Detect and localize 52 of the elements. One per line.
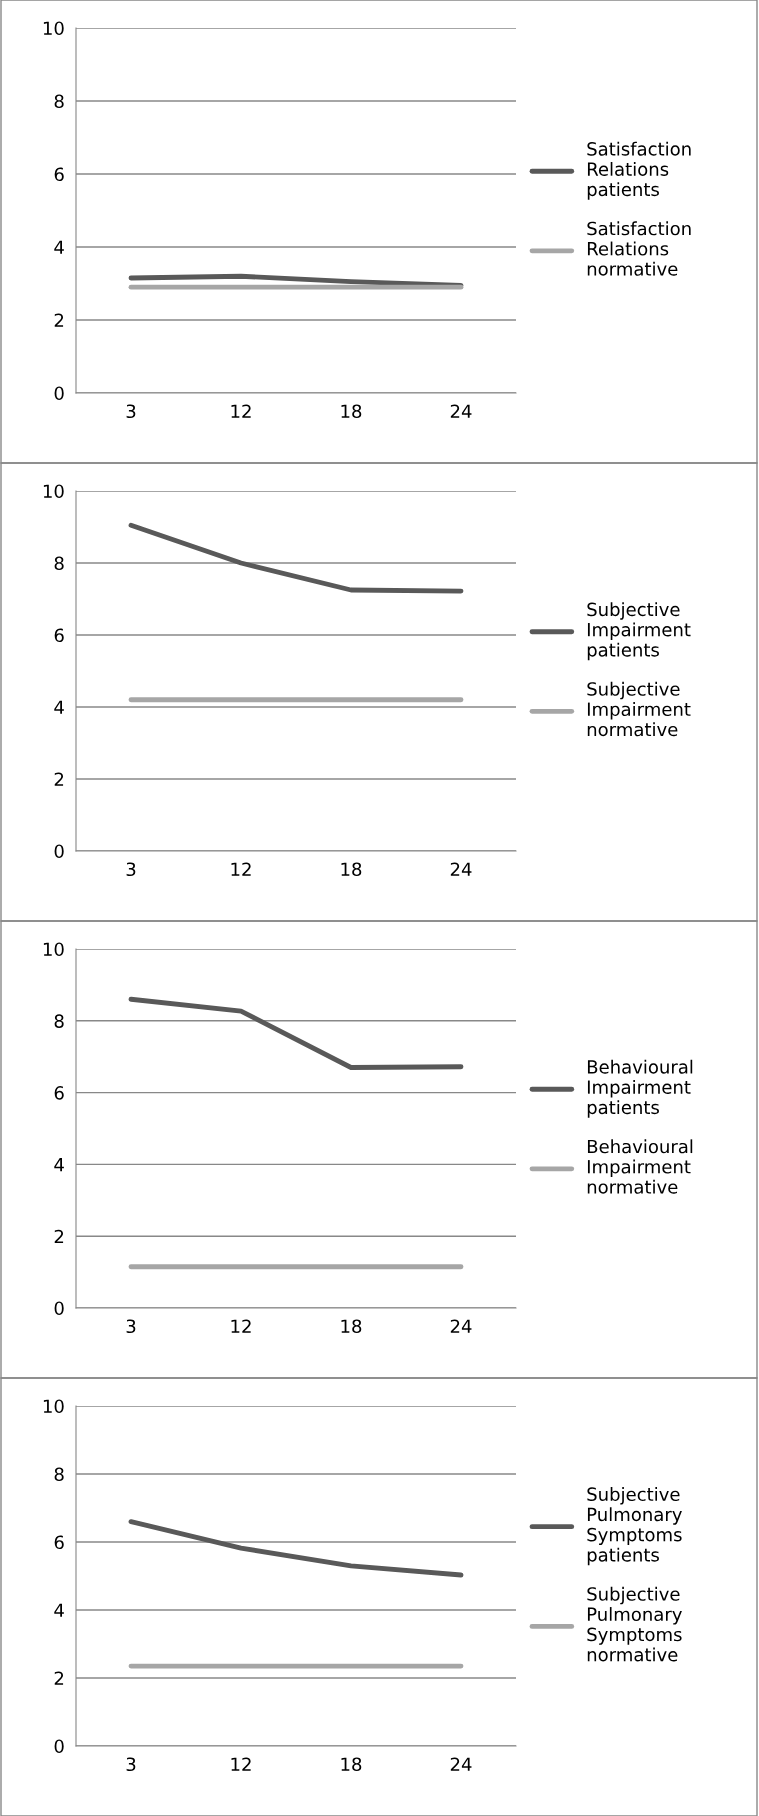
y-tick-label: 0 bbox=[54, 1301, 64, 1316]
y-tick-label: 10 bbox=[43, 1399, 64, 1414]
x-tick-label: 18 bbox=[341, 404, 362, 419]
legend-label: Subjective Impairment patients bbox=[587, 602, 691, 661]
x-tick-label: 24 bbox=[450, 1757, 472, 1771]
y-tick-label: 2 bbox=[54, 772, 64, 786]
legend-label: Behavioural Impairment patients bbox=[587, 1059, 693, 1118]
y-tick-label: 8 bbox=[54, 556, 64, 571]
y-tick-label: 4 bbox=[54, 240, 64, 254]
x-tick-label: 24 bbox=[450, 1319, 472, 1333]
line-series bbox=[128, 273, 464, 288]
y-tick-label: 6 bbox=[54, 167, 64, 182]
y-tick-label: 10 bbox=[43, 484, 64, 499]
y-tick-label: 8 bbox=[54, 94, 64, 109]
y-tick-label: 2 bbox=[54, 1671, 64, 1685]
x-tick-label: 3 bbox=[126, 404, 136, 419]
y-tick-label: 6 bbox=[54, 628, 64, 643]
legend-label: Subjective Pulmonary Symptoms patients bbox=[587, 1487, 682, 1566]
y-tick-label: 10 bbox=[43, 942, 64, 957]
x-tick-label: 12 bbox=[231, 404, 251, 418]
x-tick-label: 18 bbox=[341, 1319, 362, 1334]
x-tick-label: 12 bbox=[231, 862, 251, 876]
y-tick-label: 0 bbox=[54, 844, 64, 859]
y-tick-label: 8 bbox=[54, 1467, 64, 1482]
x-tick-label: 12 bbox=[231, 1757, 251, 1771]
legend-label: Behavioural Impairment normative bbox=[587, 1139, 693, 1194]
y-tick-label: 2 bbox=[54, 1229, 64, 1244]
line-series bbox=[128, 996, 464, 1070]
y-tick-label: 4 bbox=[54, 700, 64, 714]
x-tick-label: 12 bbox=[231, 1319, 251, 1333]
y-tick-label: 6 bbox=[54, 1086, 64, 1100]
legend-label: Satisfaction Relations patients bbox=[587, 141, 691, 200]
line-series bbox=[128, 1519, 464, 1578]
x-tick-label: 3 bbox=[126, 862, 136, 877]
y-tick-label: 2 bbox=[54, 313, 64, 327]
x-tick-label: 18 bbox=[341, 862, 362, 877]
legend-label: Subjective Impairment normative bbox=[587, 681, 691, 737]
legend-label: Satisfaction Relations normative bbox=[587, 221, 691, 276]
y-tick-label: 10 bbox=[43, 21, 64, 36]
line-series bbox=[128, 522, 464, 594]
x-tick-label: 24 bbox=[450, 404, 472, 418]
y-tick-label: 4 bbox=[54, 1603, 64, 1617]
y-tick-label: 0 bbox=[54, 386, 64, 401]
x-tick-label: 3 bbox=[126, 1757, 136, 1772]
y-tick-label: 8 bbox=[54, 1014, 64, 1028]
legend-label: Subjective Pulmonary Symptoms normative bbox=[587, 1586, 682, 1662]
y-tick-label: 6 bbox=[54, 1535, 64, 1550]
x-tick-label: 24 bbox=[450, 862, 472, 876]
x-tick-label: 3 bbox=[126, 1319, 136, 1334]
y-tick-label: 4 bbox=[54, 1158, 64, 1172]
y-tick-label: 0 bbox=[54, 1739, 64, 1754]
x-tick-label: 18 bbox=[341, 1757, 362, 1772]
